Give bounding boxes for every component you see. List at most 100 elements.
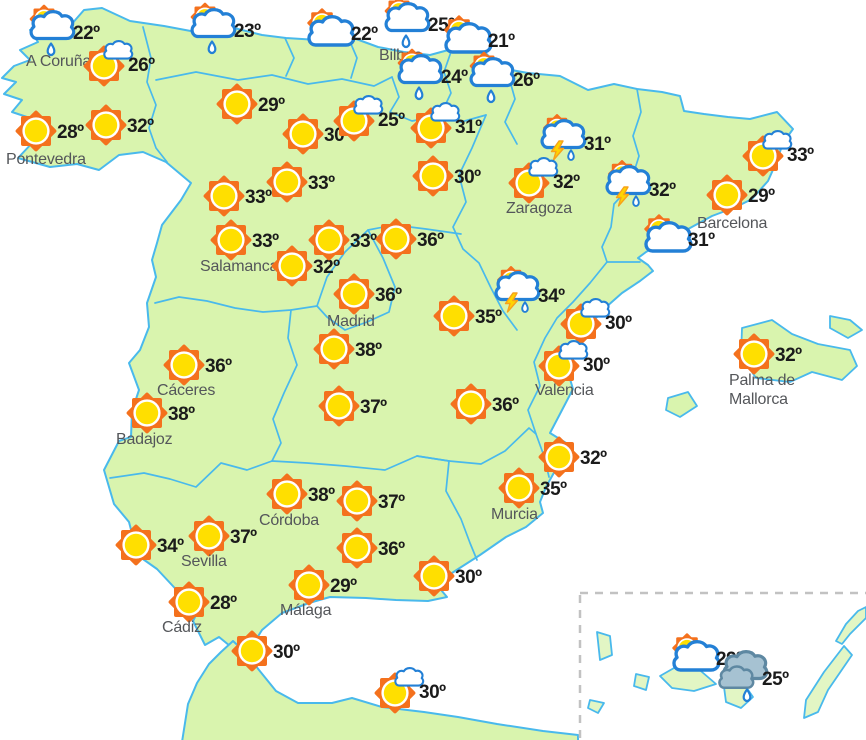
weather-point-44: 36º	[329, 524, 405, 572]
temperature-label: 30º	[455, 567, 482, 588]
sunny-icon	[311, 382, 367, 430]
temperature-label: 36º	[375, 285, 402, 306]
city-label-cadiz: Cádiz	[162, 619, 202, 636]
sun-rain-icon	[24, 8, 80, 56]
weather-point-zaragoza: 32º	[504, 157, 580, 205]
weather-point-17: 32º	[600, 165, 676, 213]
weather-point-25: 33º	[301, 216, 377, 264]
temperature-label: 32º	[649, 180, 676, 201]
temperature-label: 35º	[475, 307, 502, 328]
sunny-icon	[329, 524, 385, 572]
weather-point-26: 36º	[368, 215, 444, 263]
sunny-icon	[196, 172, 252, 220]
weather-point-49: 30º	[370, 667, 446, 715]
temperature-label: 28º	[57, 122, 84, 143]
sunny-icon	[209, 80, 265, 128]
sun-rain-icon	[464, 55, 520, 103]
temperature-label: 31º	[584, 134, 611, 155]
sunny-icon	[108, 521, 164, 569]
weather-point-28: 34º	[489, 271, 565, 319]
sunny-icon	[306, 325, 362, 373]
weather-point-31: 38º	[306, 325, 382, 373]
sunny-icon	[224, 627, 280, 675]
sun-cloud-icon	[329, 95, 385, 143]
weather-point-22: 33º	[259, 158, 335, 206]
weather-point-14: 30º	[405, 152, 481, 200]
city-label-caceres: Cáceres	[157, 382, 216, 399]
temperature-label: 22º	[73, 23, 100, 44]
temperature-label: 28º	[210, 593, 237, 614]
weather-point-badajoz: 38º	[119, 389, 195, 437]
temperature-label: 34º	[157, 536, 184, 557]
sunny-icon	[426, 292, 482, 340]
weather-point-barcelona: 29º	[699, 171, 775, 219]
weather-point-malaga: 29º	[281, 561, 357, 609]
canary-inset	[578, 591, 866, 740]
weather-point-48: 30º	[224, 627, 300, 675]
temperature-label: 37º	[230, 527, 257, 548]
city-label-pontevedra: Pontevedra	[6, 151, 86, 168]
weather-point-1: 26º	[79, 40, 155, 88]
temperature-label: 37º	[360, 397, 387, 418]
sunny-icon	[443, 380, 499, 428]
weather-point-a-coruna: 22º	[24, 8, 100, 56]
weather-point-36: 37º	[311, 382, 387, 430]
temperature-label: 33º	[787, 145, 814, 166]
sun-cloud-icon	[370, 667, 426, 715]
city-label-barcelona: Barcelona	[697, 215, 768, 232]
weather-point-18: 33º	[738, 130, 814, 178]
weather-point-valencia: 30º	[534, 340, 610, 388]
weather-point-cadiz: 28º	[161, 578, 237, 626]
temperature-label: 38º	[168, 404, 195, 425]
sun-rain-icon	[392, 52, 448, 100]
weather-point-cordoba: 38º	[259, 470, 335, 518]
sunny-icon	[329, 477, 385, 525]
temperature-label: 30º	[419, 682, 446, 703]
temperature-label: 25º	[762, 669, 789, 690]
weather-point-10: 29º	[209, 80, 285, 128]
weather-point-salamanca: 33º	[203, 216, 279, 264]
weather-point-caceres: 36º	[156, 341, 232, 389]
temperature-label: 36º	[492, 395, 519, 416]
temperature-label: 23º	[234, 21, 261, 42]
spain-outline	[1, 7, 794, 656]
balearic-islands	[665, 315, 863, 418]
temperature-label: 31º	[688, 230, 715, 251]
temperature-label: 30º	[605, 313, 632, 334]
city-label-zaragoza: Zaragoza	[506, 200, 572, 217]
weather-point-13: 31º	[406, 102, 482, 150]
temperature-label: 33º	[252, 231, 279, 252]
sunny-icon	[78, 101, 134, 149]
weather-point-7: 26º	[464, 55, 540, 103]
canary-islands	[587, 606, 866, 719]
temperature-label: 26º	[513, 70, 540, 91]
temperature-label: 36º	[205, 356, 232, 377]
temperature-label: 32º	[553, 172, 580, 193]
weather-point-bilbao: 25º	[379, 0, 455, 48]
temperature-label: 35º	[540, 479, 567, 500]
canary-inset-box	[578, 591, 866, 740]
sunny-icon	[275, 110, 331, 158]
temperature-label: 22º	[351, 24, 378, 45]
city-label-a-coruna: A Coruña	[26, 53, 92, 70]
weather-point-51: 25º	[713, 654, 789, 702]
temperature-label: 32º	[775, 345, 802, 366]
weather-point-38: 32º	[531, 433, 607, 481]
africa-coast	[181, 640, 579, 740]
city-label-murcia: Murcia	[491, 506, 538, 523]
sun-cloud-icon	[79, 40, 135, 88]
weather-point-2: 23º	[185, 6, 261, 54]
temperature-label: 32º	[127, 116, 154, 137]
cloud-sun-icon	[639, 215, 695, 263]
city-label-cordoba: Córdoba	[259, 512, 319, 529]
weather-point-37: 36º	[443, 380, 519, 428]
weather-point-5: 21º	[439, 16, 515, 64]
weather-point-palma-de-mallorca: 32º	[726, 330, 802, 378]
sunny-icon	[406, 552, 462, 600]
weather-point-6: 24º	[392, 52, 468, 100]
temperature-label: 36º	[378, 539, 405, 560]
city-label-valencia: Valencia	[535, 382, 594, 399]
city-label-malaga: Málaga	[280, 602, 332, 619]
weather-point-3: 22º	[302, 9, 378, 57]
